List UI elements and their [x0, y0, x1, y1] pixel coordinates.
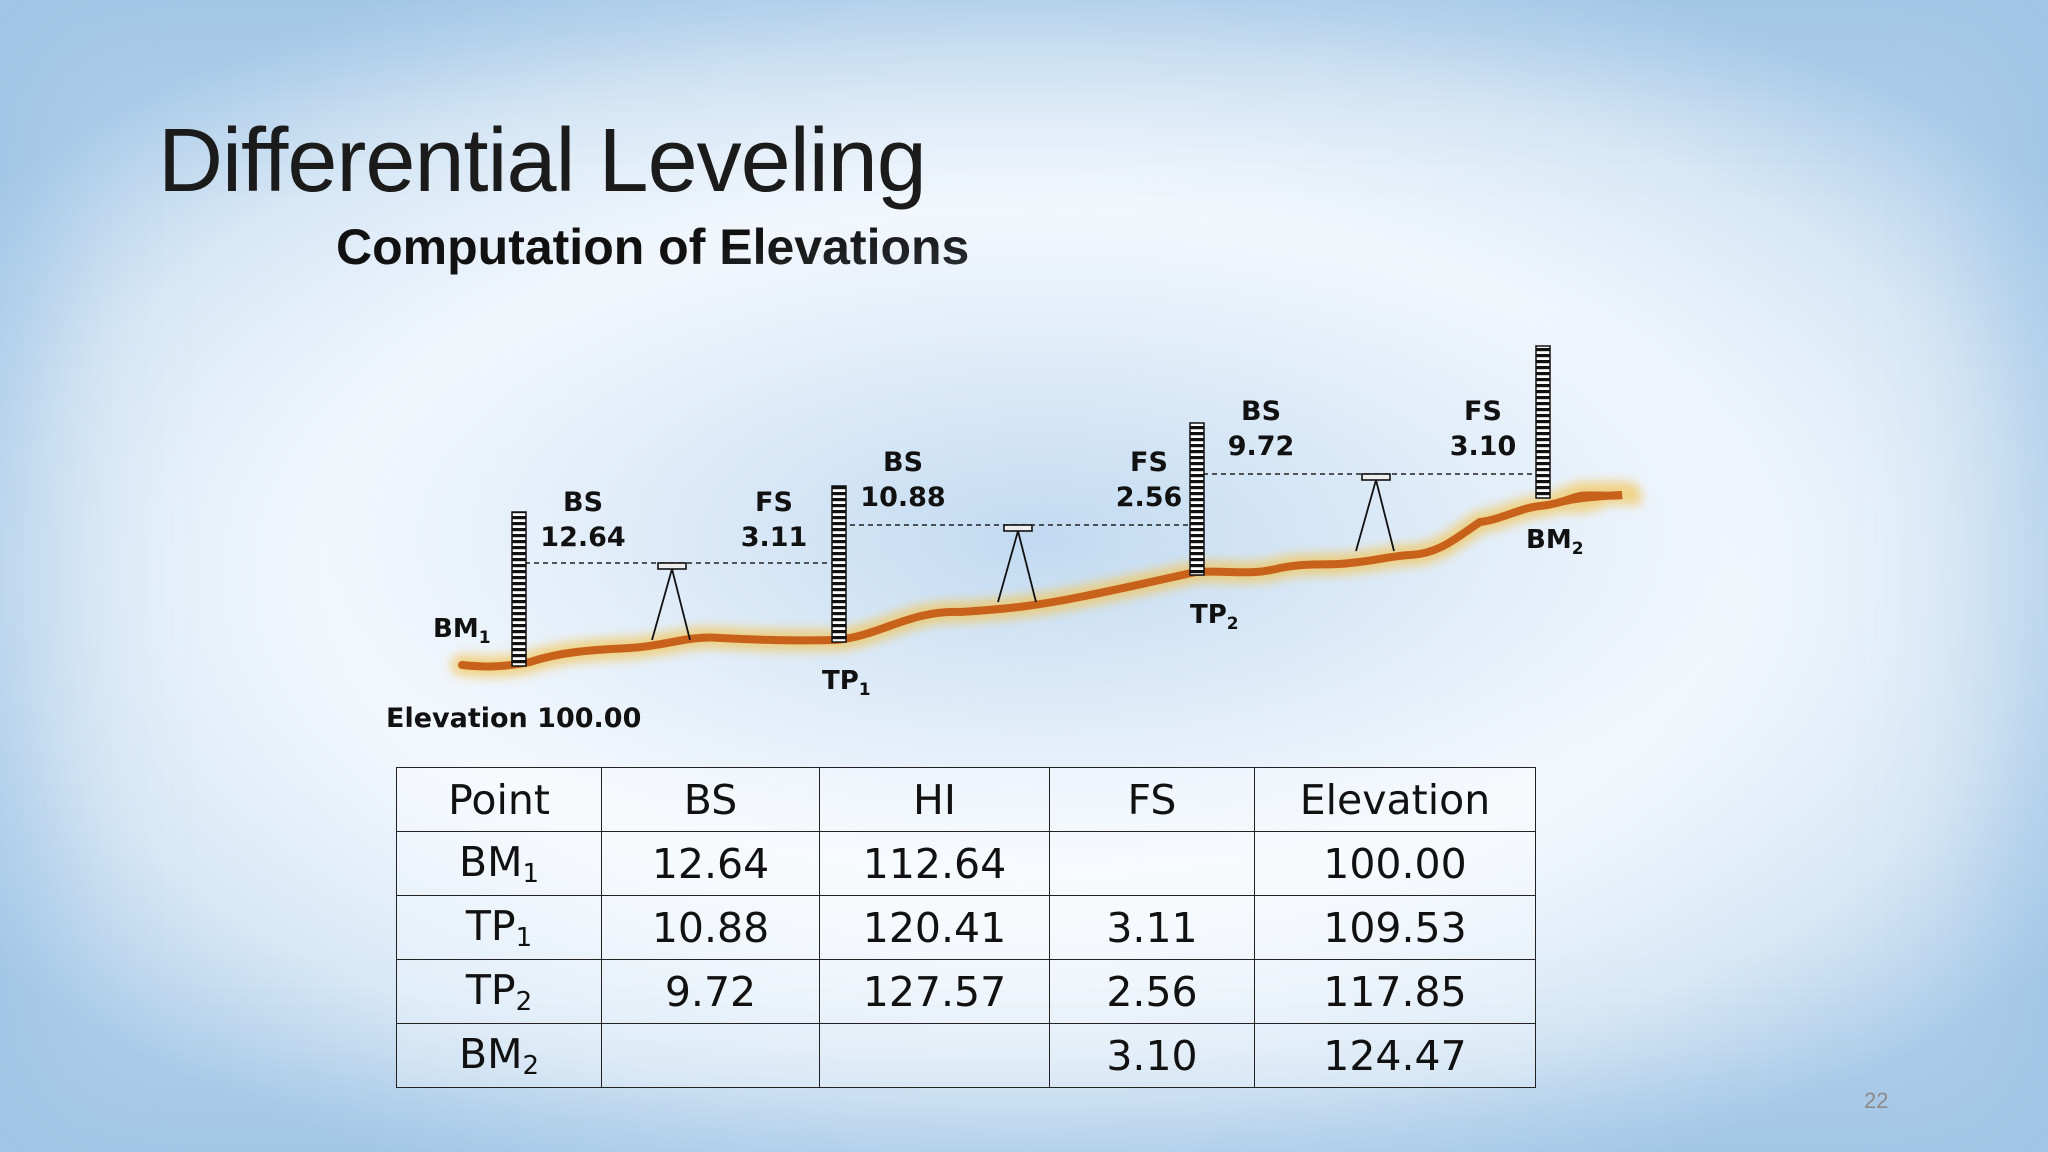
cell-bs: 10.88: [601, 895, 820, 960]
cell-point: BM2: [396, 1023, 602, 1088]
cell-hi: 112.64: [819, 831, 1050, 896]
cell-point: TP2: [396, 959, 602, 1024]
leveling-rod-tp1: [831, 485, 847, 643]
level-instrument-1: [651, 562, 691, 641]
cell-fs: 2.56: [1049, 959, 1255, 1024]
station-label-bm1: BM1: [433, 614, 491, 648]
cell-elevation: 109.53: [1254, 895, 1536, 960]
reading-type-2: FS: [755, 487, 793, 518]
elevation-label: Elevation 100.00: [386, 703, 641, 734]
reading-type-6: FS: [1464, 396, 1502, 427]
cell-fs: 3.11: [1049, 895, 1255, 960]
leveling-rod-bm1: [511, 511, 527, 667]
level-instrument-2: [997, 524, 1037, 603]
slide-title: Differential Leveling: [158, 111, 927, 211]
table-row: BM1 12.64 112.64 100.00: [396, 831, 1536, 896]
cell-point: TP1: [396, 895, 602, 960]
column-header-fs: FS: [1049, 767, 1255, 832]
cell-hi: 127.57: [819, 959, 1050, 1024]
column-header-elevation: Elevation: [1254, 767, 1536, 832]
column-header-hi: HI: [819, 767, 1050, 832]
reading-value-6: 3.10: [1450, 431, 1517, 462]
reading-value-2: 3.11: [741, 522, 808, 553]
table-row: TP2 9.72 127.57 2.56 117.85: [396, 959, 1536, 1024]
table-row: TP1 10.88 120.41 3.11 109.53: [396, 895, 1536, 960]
table-row: BM2 3.10 124.47: [396, 1023, 1536, 1088]
column-header-point: Point: [396, 767, 602, 832]
station-label-bm2: BM2: [1526, 525, 1584, 559]
table-header-row: Point BS HI FS Elevation: [396, 767, 1536, 832]
reading-type-4: FS: [1130, 447, 1168, 478]
cell-fs: 3.10: [1049, 1023, 1255, 1088]
cell-hi: [819, 1023, 1050, 1088]
column-header-bs: BS: [601, 767, 820, 832]
station-label-tp2: TP2: [1190, 600, 1239, 634]
station-label-tp1: TP1: [822, 666, 871, 700]
reading-value-1: 12.64: [540, 522, 625, 553]
reading-type-1: BS: [563, 487, 603, 518]
cell-elevation: 100.00: [1254, 831, 1536, 896]
elevation-computation-table: Point BS HI FS Elevation BM1 12.64 112.6…: [396, 767, 1536, 1088]
reading-value-3: 10.88: [860, 482, 945, 513]
reading-type-5: BS: [1241, 396, 1281, 427]
ground-profile: [458, 491, 1623, 671]
cell-point: BM1: [396, 831, 602, 896]
cell-bs: 12.64: [601, 831, 820, 896]
reading-value-4: 2.56: [1116, 482, 1183, 513]
cell-bs: [601, 1023, 820, 1088]
reading-type-3: BS: [883, 447, 923, 478]
level-instrument-3: [1355, 473, 1395, 552]
leveling-rod-tp2: [1189, 422, 1205, 576]
leveling-rod-bm2: [1535, 345, 1551, 499]
cell-fs: [1049, 831, 1255, 896]
diagram-backdrop: [320, 210, 1760, 870]
cell-elevation: 117.85: [1254, 959, 1536, 1024]
cell-bs: 9.72: [601, 959, 820, 1024]
slide-page-number: 22: [1864, 1088, 1889, 1113]
reading-value-5: 9.72: [1228, 431, 1295, 462]
cell-elevation: 124.47: [1254, 1023, 1536, 1088]
cell-hi: 120.41: [819, 895, 1050, 960]
